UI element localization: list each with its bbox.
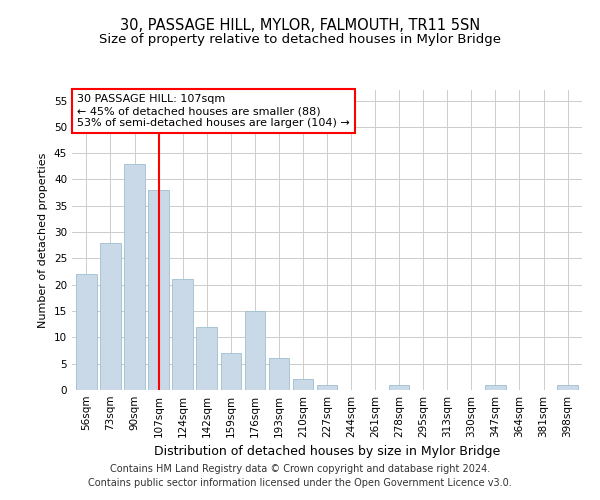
Bar xyxy=(76,274,97,390)
Bar xyxy=(557,384,578,390)
Y-axis label: Number of detached properties: Number of detached properties xyxy=(38,152,49,328)
Bar xyxy=(485,384,506,390)
Bar xyxy=(196,327,217,390)
Bar xyxy=(100,242,121,390)
Bar xyxy=(293,380,313,390)
X-axis label: Distribution of detached houses by size in Mylor Bridge: Distribution of detached houses by size … xyxy=(154,446,500,458)
Text: Contains HM Land Registry data © Crown copyright and database right 2024.
Contai: Contains HM Land Registry data © Crown c… xyxy=(88,464,512,487)
Bar xyxy=(124,164,145,390)
Bar xyxy=(148,190,169,390)
Bar xyxy=(389,384,409,390)
Bar xyxy=(172,280,193,390)
Text: 30 PASSAGE HILL: 107sqm
← 45% of detached houses are smaller (88)
53% of semi-de: 30 PASSAGE HILL: 107sqm ← 45% of detache… xyxy=(77,94,350,128)
Bar xyxy=(317,384,337,390)
Text: Size of property relative to detached houses in Mylor Bridge: Size of property relative to detached ho… xyxy=(99,32,501,46)
Bar xyxy=(245,311,265,390)
Bar xyxy=(221,353,241,390)
Text: 30, PASSAGE HILL, MYLOR, FALMOUTH, TR11 5SN: 30, PASSAGE HILL, MYLOR, FALMOUTH, TR11 … xyxy=(120,18,480,32)
Bar xyxy=(269,358,289,390)
